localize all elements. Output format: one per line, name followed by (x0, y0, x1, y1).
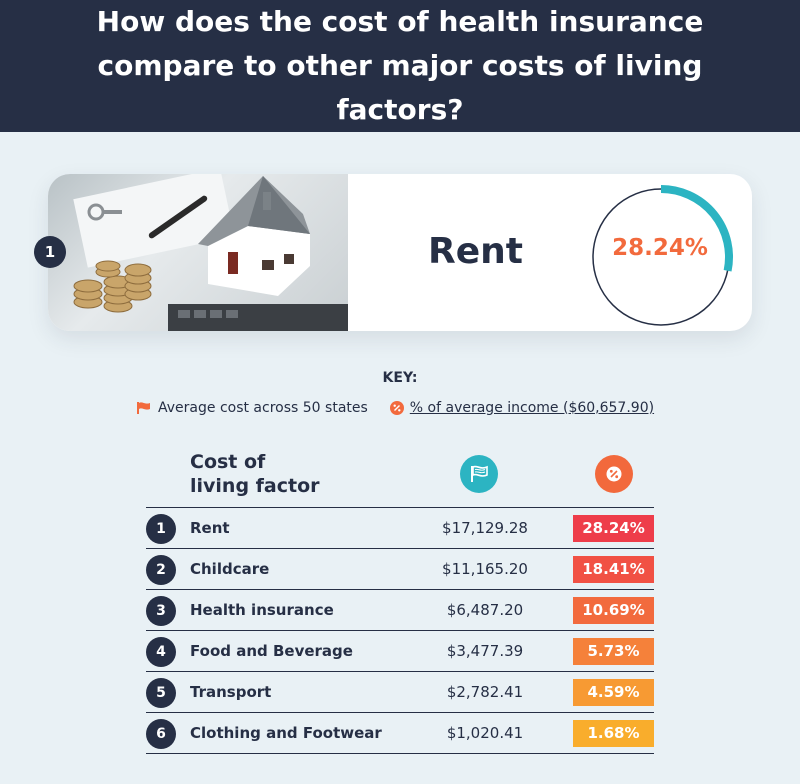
table-row: 5 Transport $2,782.41 4.59% (146, 672, 654, 713)
hero-rank-badge: 1 (34, 236, 66, 268)
key-item-cost: Average cost across 50 states (136, 398, 368, 418)
row-label: Health insurance (190, 601, 334, 619)
table-row: 2 Childcare $11,165.20 18.41% (146, 549, 654, 590)
column-header-cost (460, 455, 498, 493)
row-cost: $2,782.41 (446, 683, 524, 701)
row-cost: $1,020.41 (446, 724, 524, 742)
row-cost: $6,487.20 (446, 601, 524, 619)
rank-badge: 2 (146, 555, 176, 585)
rank-badge: 3 (146, 596, 176, 626)
key-cost-label: Average cost across 50 states (158, 400, 368, 416)
percent-icon (606, 466, 622, 482)
row-label: Childcare (190, 560, 270, 578)
hero-card: Rent 28.24% (48, 174, 752, 331)
table-row: 6 Clothing and Footwear $1,020.41 1.68% (146, 713, 654, 754)
rank-badge: 5 (146, 678, 176, 708)
row-percent: 5.73% (573, 638, 654, 665)
column-header-factor: Cost of living factor (190, 450, 370, 498)
row-percent: 18.41% (573, 556, 654, 583)
row-percent: 28.24% (573, 515, 654, 542)
row-cost: $11,165.20 (442, 560, 528, 578)
key-income-label: % of average income ($60,657.90) (409, 400, 655, 416)
column-header-line1: Cost of (190, 451, 266, 473)
rank-badge: 4 (146, 637, 176, 667)
rank-badge: 6 (146, 719, 176, 749)
table-row: 1 Rent $17,129.28 28.24% (146, 508, 654, 549)
row-cost: $3,477.39 (446, 642, 524, 660)
row-percent: 10.69% (573, 597, 654, 624)
column-header-line2: living factor (190, 475, 320, 497)
percent-icon (389, 401, 404, 415)
row-label: Clothing and Footwear (190, 724, 382, 742)
row-label: Rent (190, 519, 230, 537)
key-title: KEY: (382, 370, 418, 386)
key-legend: Average cost across 50 states % of avera… (136, 398, 654, 418)
cost-table: 1 Rent $17,129.28 28.24% 2 Childcare $11… (146, 507, 654, 754)
table-row: 4 Food and Beverage $3,477.39 5.73% (146, 631, 654, 672)
percent-ring-arc (660, 185, 733, 272)
hero-label: Rent (428, 231, 523, 272)
row-percent: 1.68% (573, 720, 654, 747)
house-photo (48, 174, 348, 331)
column-header-percent (595, 455, 633, 493)
row-label: Transport (190, 683, 272, 701)
page-title: How does the cost of health insurance co… (96, 5, 704, 126)
key-item-income: % of average income ($60,657.90) (389, 398, 655, 418)
house-illustration (73, 174, 348, 331)
flag-icon (471, 465, 488, 482)
row-label: Food and Beverage (190, 642, 353, 660)
percent-ring (592, 185, 733, 326)
header-banner: How does the cost of health insurance co… (0, 0, 800, 132)
table-row: 3 Health insurance $6,487.20 10.69% (146, 590, 654, 631)
hero-percent: 28.24% (612, 235, 708, 261)
flag-icon (137, 402, 150, 414)
row-percent: 4.59% (573, 679, 654, 706)
row-cost: $17,129.28 (442, 519, 528, 537)
rank-badge: 1 (146, 514, 176, 544)
